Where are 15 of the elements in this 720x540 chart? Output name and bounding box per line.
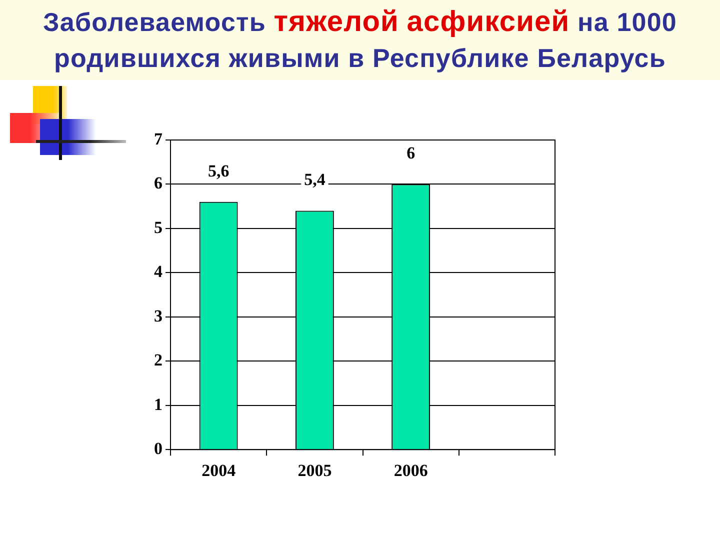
- y-tick-label: 1: [154, 394, 162, 414]
- x-tick-label: 2006: [394, 461, 428, 480]
- data-label: 5,6: [208, 161, 230, 180]
- x-tick-label: 2005: [298, 461, 332, 480]
- y-tick-label: 0: [154, 438, 162, 458]
- y-tick-label: 3: [154, 306, 162, 326]
- y-tick-label: 6: [154, 174, 162, 193]
- chart-title: Заболеваемость тяжелой асфиксией на 1000 родившихся живыми в Республике Беларусь: [43, 6, 677, 73]
- y-tick-label: 5: [154, 218, 162, 237]
- data-label: 5,4: [304, 170, 326, 190]
- y-tick-label: 2: [154, 350, 162, 370]
- y-tick-label: 4: [154, 262, 163, 282]
- data-label: 6: [406, 144, 416, 163]
- y-tick-label: 7: [154, 129, 163, 148]
- x-tick-label: 2004: [202, 461, 236, 480]
